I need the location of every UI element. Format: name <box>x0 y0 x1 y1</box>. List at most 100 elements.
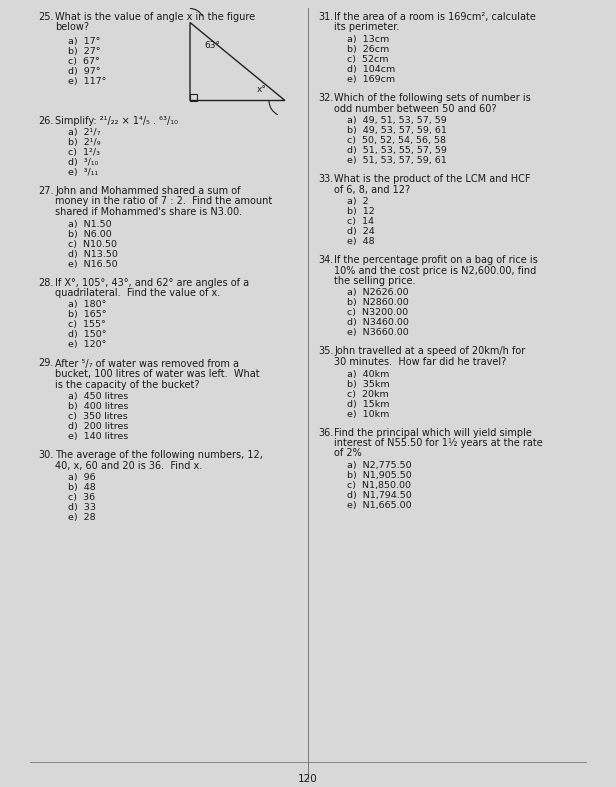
Text: 34.: 34. <box>318 255 333 265</box>
Text: c)  52cm: c) 52cm <box>347 55 389 64</box>
Text: John and Mohammed shared a sum of: John and Mohammed shared a sum of <box>55 186 240 196</box>
Text: e)  51, 53, 57, 59, 61: e) 51, 53, 57, 59, 61 <box>347 156 447 165</box>
Text: d)  N3460.00: d) N3460.00 <box>347 319 409 327</box>
Text: 25.: 25. <box>38 12 54 22</box>
Text: d)  24: d) 24 <box>347 227 375 236</box>
Text: odd number between 50 and 60?: odd number between 50 and 60? <box>334 104 496 113</box>
Text: d)  15km: d) 15km <box>347 400 389 408</box>
Text: 30 minutes.  How far did he travel?: 30 minutes. How far did he travel? <box>334 357 506 367</box>
Text: e)  140 litres: e) 140 litres <box>68 432 128 441</box>
Text: e)  10km: e) 10km <box>347 409 389 419</box>
Text: quadrilateral.  Find the value of x.: quadrilateral. Find the value of x. <box>55 288 221 298</box>
Text: bucket, 100 litres of water was left.  What: bucket, 100 litres of water was left. Wh… <box>55 369 259 379</box>
Text: b)  48: b) 48 <box>68 483 95 492</box>
Text: e)  48: e) 48 <box>347 237 375 246</box>
Text: 28.: 28. <box>38 278 54 287</box>
Text: a)  13cm: a) 13cm <box>347 35 389 44</box>
Text: a)  96: a) 96 <box>68 473 95 482</box>
Text: a)  2: a) 2 <box>347 197 368 206</box>
Text: e)  N3660.00: e) N3660.00 <box>347 328 409 338</box>
Text: money in the ratio of 7 : 2.  Find the amount: money in the ratio of 7 : 2. Find the am… <box>55 197 272 206</box>
Text: a)  49, 51, 53, 57, 59: a) 49, 51, 53, 57, 59 <box>347 116 447 125</box>
Text: Which of the following sets of number is: Which of the following sets of number is <box>334 93 531 103</box>
Text: c)  36: c) 36 <box>68 493 95 502</box>
Text: b)  N2860.00: b) N2860.00 <box>347 298 409 308</box>
Text: a)  N1.50: a) N1.50 <box>68 220 111 228</box>
Text: 33.: 33. <box>318 174 333 184</box>
Text: b)  2¹/₉: b) 2¹/₉ <box>68 138 100 147</box>
Text: 32.: 32. <box>318 93 333 103</box>
Text: b)  27°: b) 27° <box>68 47 100 56</box>
Text: b)  165°: b) 165° <box>68 311 107 320</box>
Text: the selling price.: the selling price. <box>334 276 416 286</box>
Text: Find the principal which will yield simple: Find the principal which will yield simp… <box>334 427 532 438</box>
Text: d)  104cm: d) 104cm <box>347 65 395 74</box>
Text: of 6, 8, and 12?: of 6, 8, and 12? <box>334 184 410 194</box>
Text: 40, x, 60 and 20 is 36.  Find x.: 40, x, 60 and 20 is 36. Find x. <box>55 460 202 471</box>
Text: c)  350 litres: c) 350 litres <box>68 412 128 421</box>
Text: c)  1²/₃: c) 1²/₃ <box>68 148 100 157</box>
Text: of 2%: of 2% <box>334 449 362 459</box>
Text: b)  N1,905.50: b) N1,905.50 <box>347 471 411 480</box>
Text: b)  400 litres: b) 400 litres <box>68 402 128 411</box>
Text: a)  180°: a) 180° <box>68 301 107 309</box>
Text: a)  N2626.00: a) N2626.00 <box>347 289 408 297</box>
Text: What is the product of the LCM and HCF: What is the product of the LCM and HCF <box>334 174 530 184</box>
Text: 10% and the cost price is N2,600.00, find: 10% and the cost price is N2,600.00, fin… <box>334 265 537 275</box>
Text: b)  49, 53, 57, 59, 61: b) 49, 53, 57, 59, 61 <box>347 126 447 135</box>
Text: a)  17°: a) 17° <box>68 37 100 46</box>
Text: d)  150°: d) 150° <box>68 331 107 339</box>
Text: 63°: 63° <box>204 40 220 50</box>
Text: e)  169cm: e) 169cm <box>347 75 395 84</box>
Text: a)  N2,775.50: a) N2,775.50 <box>347 461 411 470</box>
Text: d)  N1,794.50: d) N1,794.50 <box>347 491 411 500</box>
Text: interest of N55.50 for 1½ years at the rate: interest of N55.50 for 1½ years at the r… <box>334 438 543 448</box>
Text: c)  67°: c) 67° <box>68 57 100 66</box>
Text: c)  155°: c) 155° <box>68 320 106 330</box>
Text: c)  N1,850.00: c) N1,850.00 <box>347 481 411 490</box>
Text: c)  14: c) 14 <box>347 217 374 226</box>
Text: b)  12: b) 12 <box>347 207 375 216</box>
Text: e)  28: e) 28 <box>68 513 95 522</box>
Text: Simplify: ²¹/₂₂ × 1⁴/₅ . ⁶³/₁₀: Simplify: ²¹/₂₂ × 1⁴/₅ . ⁶³/₁₀ <box>55 116 178 125</box>
Text: d)  51, 53, 55, 57, 59: d) 51, 53, 55, 57, 59 <box>347 146 447 155</box>
Text: John travelled at a speed of 20km/h for: John travelled at a speed of 20km/h for <box>334 346 525 357</box>
Text: d)  N13.50: d) N13.50 <box>68 249 118 258</box>
Text: 36.: 36. <box>318 427 333 438</box>
Text: d)  97°: d) 97° <box>68 67 100 76</box>
Text: a)  450 litres: a) 450 litres <box>68 392 128 401</box>
Text: its perimeter.: its perimeter. <box>334 23 399 32</box>
Text: If X°, 105°, 43°, and 62° are angles of a: If X°, 105°, 43°, and 62° are angles of … <box>55 278 249 287</box>
Text: 30.: 30. <box>38 450 53 460</box>
Text: e)  N1,665.00: e) N1,665.00 <box>347 501 411 510</box>
Text: x°: x° <box>257 84 267 94</box>
Text: 27.: 27. <box>38 186 54 196</box>
Text: b)  35km: b) 35km <box>347 379 390 389</box>
Text: 29.: 29. <box>38 359 54 368</box>
Text: c)  N10.50: c) N10.50 <box>68 239 117 249</box>
Text: d)  33: d) 33 <box>68 503 96 512</box>
Text: a)  40km: a) 40km <box>347 370 389 379</box>
Text: c)  20km: c) 20km <box>347 390 389 398</box>
Text: c)  N3200.00: c) N3200.00 <box>347 309 408 317</box>
Text: b)  N6.00: b) N6.00 <box>68 230 111 238</box>
Text: below?: below? <box>55 23 89 32</box>
Text: shared if Mohammed's share is N3.00.: shared if Mohammed's share is N3.00. <box>55 207 242 217</box>
Text: e)  117°: e) 117° <box>68 77 107 86</box>
Text: If the percentage profit on a bag of rice is: If the percentage profit on a bag of ric… <box>334 255 538 265</box>
Text: e)  ³/₁₁: e) ³/₁₁ <box>68 168 98 177</box>
Text: 120: 120 <box>298 774 318 784</box>
Text: What is the value of angle x in the figure: What is the value of angle x in the figu… <box>55 12 255 22</box>
Text: The average of the following numbers, 12,: The average of the following numbers, 12… <box>55 450 263 460</box>
Text: If the area of a room is 169cm², calculate: If the area of a room is 169cm², calcula… <box>334 12 536 22</box>
Text: 35.: 35. <box>318 346 333 357</box>
Text: b)  26cm: b) 26cm <box>347 45 389 54</box>
Text: d)  200 litres: d) 200 litres <box>68 422 128 431</box>
Text: d)  ³/₁₀: d) ³/₁₀ <box>68 158 99 167</box>
Text: e)  120°: e) 120° <box>68 341 107 349</box>
Text: 26.: 26. <box>38 116 54 125</box>
Text: a)  2¹/₇: a) 2¹/₇ <box>68 128 100 137</box>
Text: After ⁵/₇ of water was removed from a: After ⁵/₇ of water was removed from a <box>55 359 239 368</box>
Text: is the capacity of the bucket?: is the capacity of the bucket? <box>55 379 200 390</box>
Text: e)  N16.50: e) N16.50 <box>68 260 118 268</box>
